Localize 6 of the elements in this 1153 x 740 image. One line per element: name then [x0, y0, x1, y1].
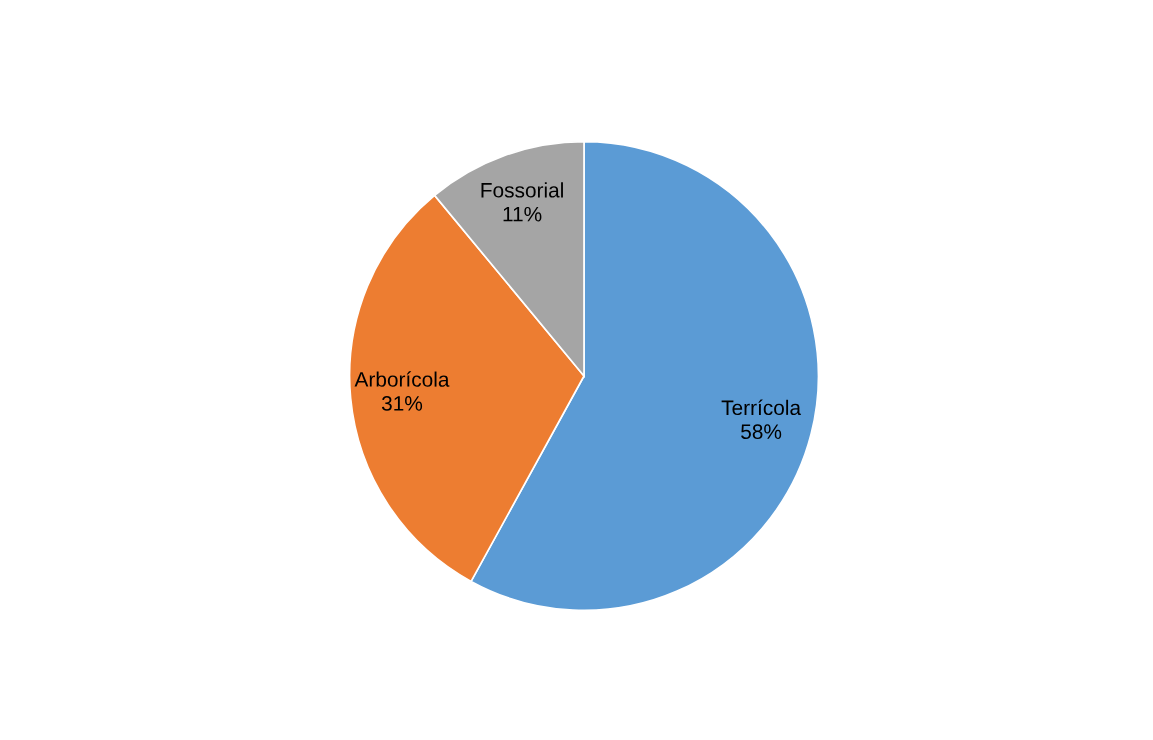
slice-label: Arborícola — [354, 371, 450, 387]
data-label: 58% — [741, 424, 782, 440]
data-label: 31% — [381, 396, 423, 411]
slice-label: Terrícola — [721, 399, 802, 416]
slice-label: Fossorial — [481, 182, 563, 198]
data-label: 11% — [503, 206, 542, 222]
